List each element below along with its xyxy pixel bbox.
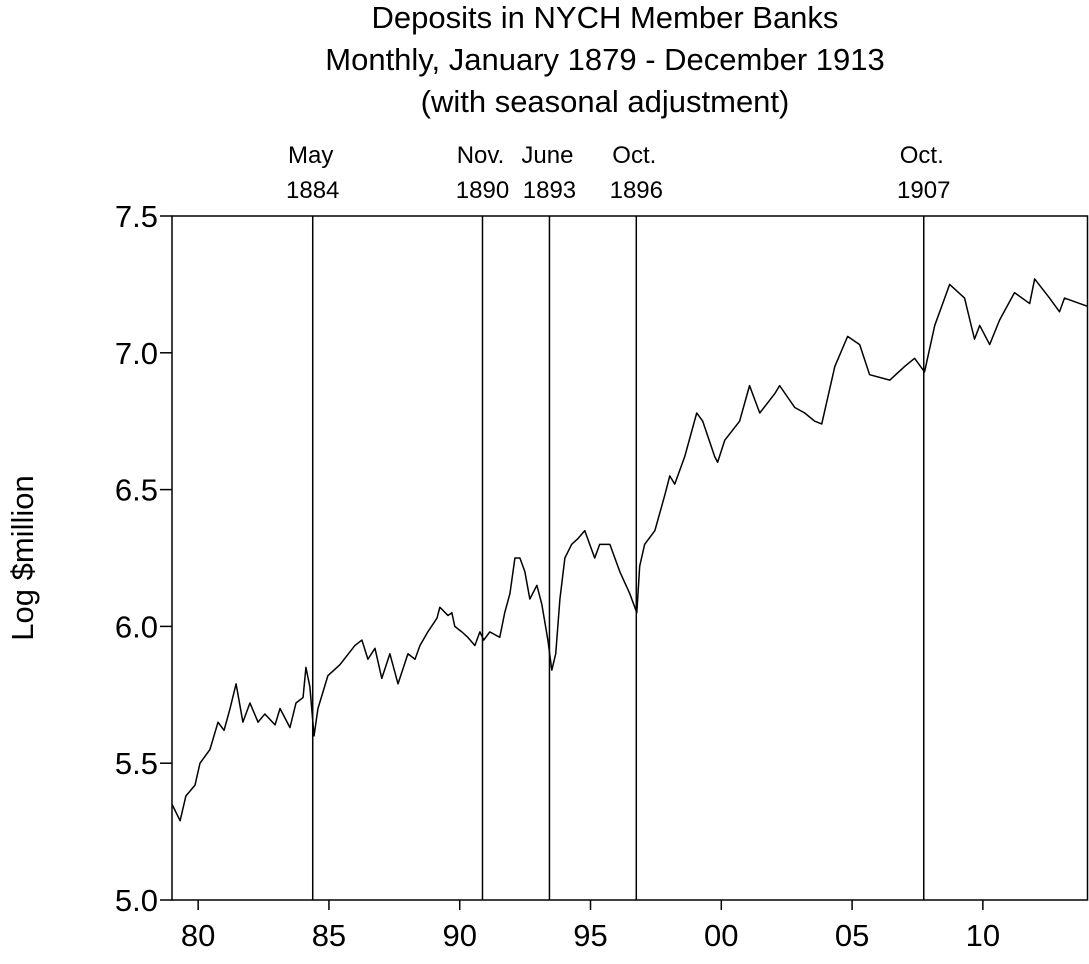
x-tick-label: 80 bbox=[181, 918, 215, 953]
y-tick-label: 7.5 bbox=[115, 199, 158, 234]
event-year: 1890 bbox=[456, 177, 509, 204]
y-tick-label: 6.0 bbox=[115, 609, 158, 644]
event-year: 1893 bbox=[523, 177, 576, 204]
x-tick-label: 10 bbox=[966, 918, 1000, 953]
event-month: Oct. bbox=[900, 142, 944, 169]
event-year: 1884 bbox=[286, 177, 339, 204]
y-tick-label: 6.5 bbox=[115, 473, 158, 508]
chart-subtitle: Monthly, January 1879 - December 1913 bbox=[325, 42, 884, 77]
event-month: Nov. bbox=[457, 142, 505, 169]
event-year: 1896 bbox=[610, 177, 663, 204]
x-tick-label: 05 bbox=[835, 918, 869, 953]
event-year: 1907 bbox=[897, 177, 950, 204]
y-tick-label: 5.0 bbox=[115, 883, 158, 918]
data-line bbox=[171, 278, 1088, 822]
plot-frame bbox=[171, 215, 1089, 901]
y-tick-label: 5.5 bbox=[115, 746, 158, 781]
chart-title: Deposits in NYCH Member Banks bbox=[372, 0, 839, 35]
x-tick-label: 90 bbox=[442, 918, 476, 953]
event-month: Oct. bbox=[612, 142, 656, 169]
y-axis-label: Log $million bbox=[5, 475, 40, 640]
y-tick-label: 7.0 bbox=[115, 336, 158, 371]
x-tick-label: 95 bbox=[573, 918, 607, 953]
x-tick-label: 00 bbox=[704, 918, 738, 953]
x-tick-label: 85 bbox=[312, 918, 346, 953]
event-month: June bbox=[521, 142, 573, 169]
chart-subtitle: (with seasonal adjustment) bbox=[421, 84, 790, 119]
event-month: May bbox=[288, 142, 333, 169]
